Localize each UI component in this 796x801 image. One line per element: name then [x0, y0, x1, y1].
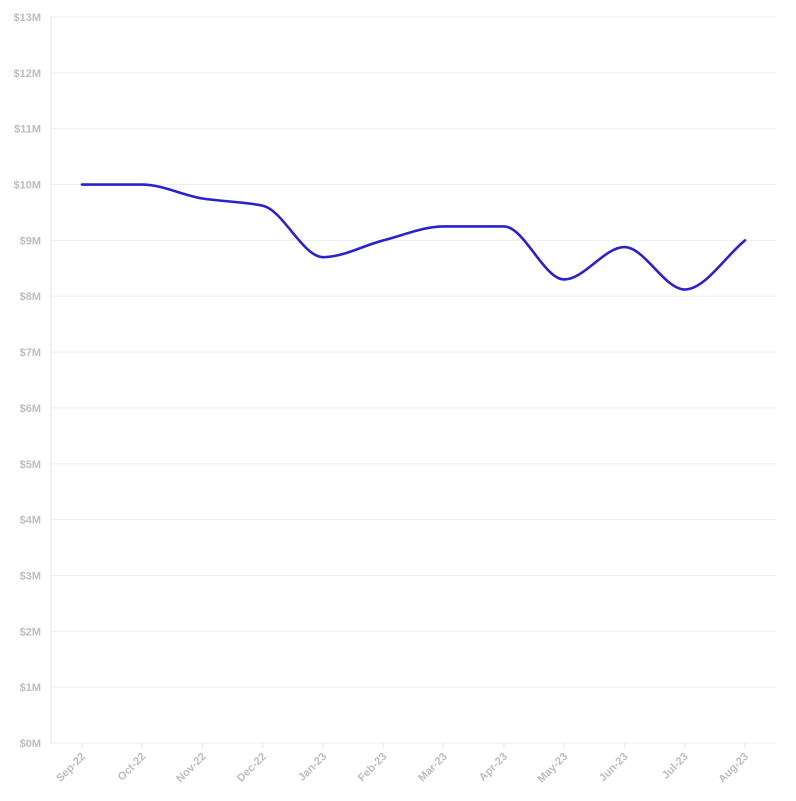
- data-point: [382, 239, 384, 241]
- y-tick-label: $0M: [20, 738, 41, 750]
- x-tick-label: Feb-23: [356, 751, 390, 785]
- y-tick-label: $11M: [14, 124, 41, 136]
- y-tick-label: $7M: [20, 347, 41, 359]
- y-tick-label: $6M: [20, 403, 41, 415]
- x-tick-label: Dec-22: [235, 751, 269, 785]
- y-tick-label: $8M: [20, 291, 41, 303]
- x-tick-label: Jun-23: [597, 751, 631, 785]
- y-axis: $0M $1M $2M $3M $4M $5M $6M $7M $8M $9M $10M $11M $1…: [13, 12, 52, 750]
- x-tick-label: Aug-23: [716, 751, 751, 786]
- x-tick-label: Jan-23: [296, 751, 329, 784]
- data-point: [744, 239, 746, 241]
- y-tick-label: $3M: [20, 570, 41, 582]
- y-tick-label: $2M: [20, 626, 41, 638]
- y-tick-label: $10M: [13, 180, 41, 192]
- x-tick-label: Mar-23: [416, 751, 450, 785]
- data-point: [503, 225, 505, 227]
- y-tick-label: $5M: [20, 459, 41, 471]
- x-tick-label: Sep-22: [54, 751, 88, 785]
- y-tick-label: $9M: [20, 235, 41, 247]
- data-point: [442, 225, 444, 227]
- data-point: [563, 278, 565, 280]
- y-tick-label: $13M: [13, 12, 41, 24]
- y-tick-label: $1M: [20, 682, 41, 694]
- data-point: [623, 246, 625, 248]
- y-tick-label: $4M: [20, 515, 41, 527]
- x-tick-label: Oct-22: [116, 751, 149, 784]
- data-point: [141, 183, 143, 185]
- data-point: [684, 288, 686, 290]
- data-point: [322, 256, 324, 258]
- series-layer: [80, 183, 747, 291]
- x-tick-label: Apr-23: [477, 751, 510, 784]
- y-tick-label: $12M: [13, 68, 41, 80]
- x-tick-label: Nov-22: [174, 751, 208, 785]
- series-line: [80, 183, 747, 291]
- x-tick-label: May-23: [535, 751, 570, 786]
- x-tick-label: Jul-23: [660, 751, 691, 782]
- grid-lines: [51, 16, 776, 744]
- data-point: [201, 197, 203, 199]
- x-axis: Sep-22 Oct-22 Nov-22 Dec-22 Jan-23 Feb-23 Mar-…: [54, 743, 751, 785]
- data-point: [262, 205, 264, 207]
- data-point: [81, 183, 83, 185]
